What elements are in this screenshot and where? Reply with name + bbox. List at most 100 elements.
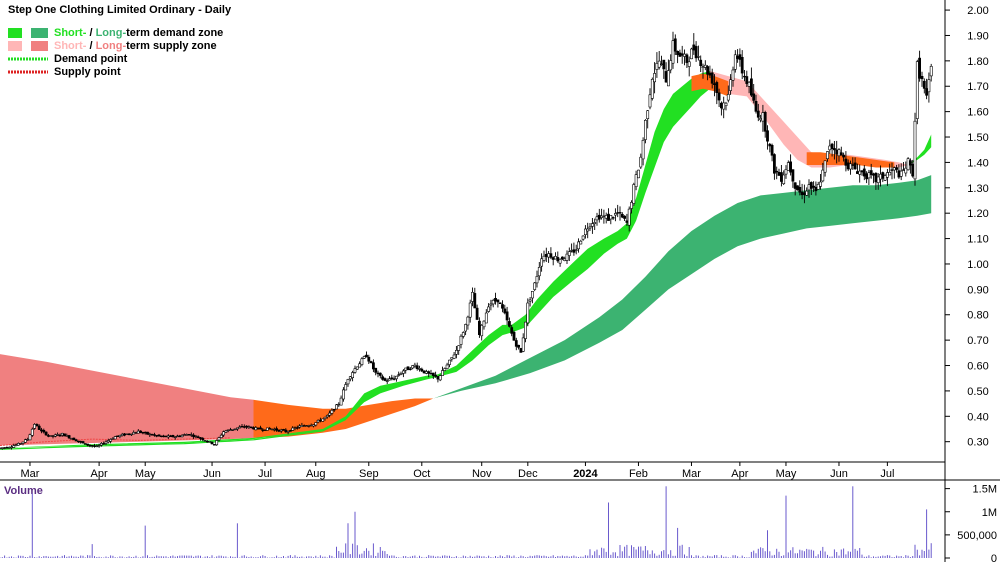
candle [784,165,788,179]
candle [199,437,202,441]
candle [869,163,873,179]
candle [330,408,334,416]
candle [471,287,474,307]
long-term-supply-zone [0,354,254,446]
candle [699,55,703,72]
candle [687,56,691,77]
candle [434,371,438,378]
candle [805,187,809,196]
candle [180,434,184,438]
legend-short-demand-swatch [8,28,22,38]
x-tick-label: May [776,468,797,480]
candle [597,208,601,223]
candle [452,352,456,360]
candle [164,435,168,438]
candle [586,222,590,239]
candle [593,218,597,230]
demand-point-line [0,418,346,450]
candle [816,181,820,190]
x-tick-label: Mar [682,468,701,480]
candle [510,324,514,337]
candle [664,62,668,83]
candle [406,366,410,371]
candle [913,112,917,186]
candle [411,365,415,370]
candle [351,370,355,382]
candle [641,137,645,166]
candle [766,125,769,150]
candle [680,45,684,64]
candle [90,445,94,448]
zones-layer [0,71,932,450]
candle [97,443,101,448]
candle [579,239,583,245]
candle [259,425,262,430]
candle [717,88,721,107]
candle [491,298,495,308]
price-tick-label: 1.10 [967,234,988,246]
candle [81,440,85,444]
candle [86,443,90,447]
candle [314,422,318,427]
candle [743,70,746,82]
x-tick-label: Jun [830,468,848,480]
candle [445,362,449,370]
candle [570,243,574,253]
candle [37,424,41,430]
candle [401,369,405,378]
candle [537,262,541,281]
candle [749,67,753,97]
volume-tick-label: 500,000 [957,530,997,542]
candle [288,429,292,432]
candle [577,238,580,253]
candle [772,153,776,180]
candle [798,180,802,196]
candle [738,48,742,67]
candle [371,359,375,373]
x-tick-label: Apr [91,468,108,480]
candle [337,402,341,408]
candle [858,164,862,183]
candle [431,372,435,379]
candle [466,315,470,330]
candle [415,362,419,371]
candle [464,323,468,336]
price-tick-label: 1.90 [967,30,988,42]
candle [441,366,444,376]
candle [238,425,242,429]
candle [639,153,643,169]
candle [754,94,758,114]
candle [752,84,756,104]
candle [879,165,882,187]
candle [390,374,394,381]
candle [547,251,551,263]
candle [729,74,733,95]
candle [505,306,509,325]
candle [786,160,790,171]
candle [468,299,472,323]
price-tick-label: 0.40 [967,411,988,423]
candle [275,426,279,432]
candle [892,166,896,179]
x-tick-label: Sep [359,468,379,480]
candle [777,168,781,176]
candle [872,172,875,184]
candle [503,304,507,315]
candle [369,360,373,364]
candle [853,157,857,170]
x-tick-label: Jun [203,468,221,480]
price-tick-label: 0.70 [967,335,988,347]
candle [574,244,578,255]
candle [422,370,426,374]
candle [581,235,585,241]
candle [67,434,71,440]
price-tick-label: 1.60 [967,107,988,119]
volume-panel: Volume 0 500,000 1M 1.5M [0,484,997,562]
candle [477,317,481,338]
price-tick-label: 1.80 [967,56,988,68]
candle [929,63,933,82]
candle [535,270,539,288]
candle [63,433,66,437]
candle [899,163,903,181]
